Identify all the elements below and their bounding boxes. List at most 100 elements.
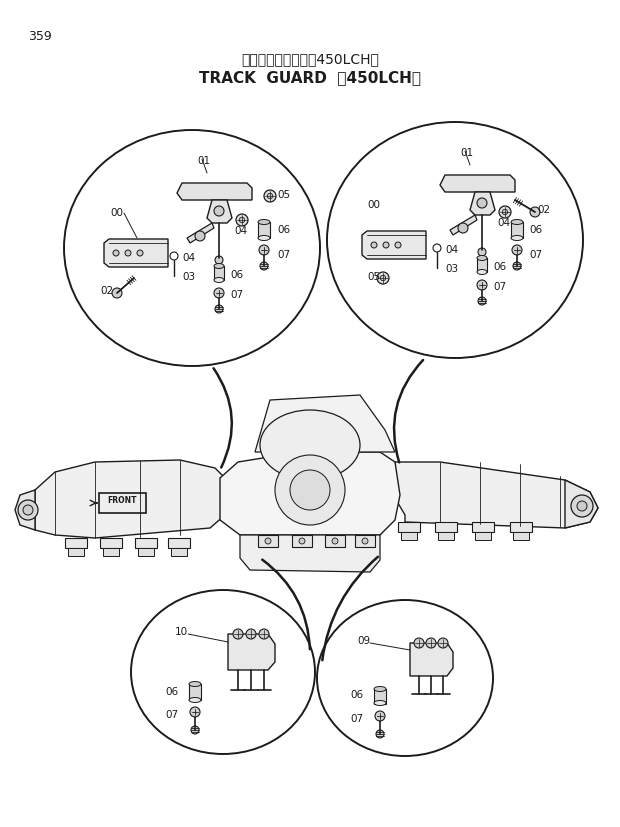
Circle shape <box>265 538 271 544</box>
Bar <box>475 532 491 540</box>
Text: トラックガード　（450LCH）: トラックガード （450LCH） <box>241 52 379 66</box>
Bar <box>374 689 386 704</box>
Circle shape <box>275 455 345 525</box>
Circle shape <box>478 248 486 256</box>
Bar <box>438 532 454 540</box>
Text: 06: 06 <box>165 687 178 697</box>
Circle shape <box>512 245 522 255</box>
Circle shape <box>246 629 256 639</box>
Text: 05: 05 <box>367 272 380 282</box>
Bar <box>68 548 84 556</box>
Circle shape <box>113 250 119 256</box>
Bar <box>138 548 154 556</box>
Text: 00: 00 <box>367 200 380 210</box>
Text: 07: 07 <box>230 290 243 300</box>
Circle shape <box>502 209 508 215</box>
Text: TRACK  GUARD  〈450LCH〉: TRACK GUARD 〈450LCH〉 <box>199 70 421 85</box>
Circle shape <box>383 242 389 248</box>
Ellipse shape <box>214 278 224 283</box>
Circle shape <box>414 638 424 648</box>
Circle shape <box>438 638 448 648</box>
Circle shape <box>362 538 368 544</box>
Ellipse shape <box>511 219 523 224</box>
Circle shape <box>215 256 223 264</box>
Polygon shape <box>35 460 225 538</box>
Text: 09: 09 <box>357 636 370 646</box>
Text: 04: 04 <box>445 245 458 255</box>
Ellipse shape <box>258 219 270 224</box>
Polygon shape <box>207 200 232 223</box>
Circle shape <box>259 245 269 255</box>
Circle shape <box>458 223 468 233</box>
Circle shape <box>233 500 243 510</box>
Polygon shape <box>187 223 214 243</box>
Ellipse shape <box>260 410 360 480</box>
Circle shape <box>190 707 200 717</box>
Circle shape <box>299 538 305 544</box>
Bar <box>401 532 417 540</box>
Polygon shape <box>228 634 275 670</box>
Circle shape <box>478 297 486 305</box>
Circle shape <box>18 500 38 520</box>
Bar <box>355 535 375 547</box>
Text: 01: 01 <box>197 156 210 166</box>
Polygon shape <box>395 462 598 528</box>
Bar <box>292 535 312 547</box>
Text: 07: 07 <box>529 250 542 260</box>
Text: FRONT: FRONT <box>107 496 137 505</box>
Circle shape <box>236 214 248 226</box>
Text: 03: 03 <box>182 272 195 282</box>
Bar <box>325 535 345 547</box>
Circle shape <box>290 470 330 510</box>
Ellipse shape <box>477 256 487 261</box>
Ellipse shape <box>374 686 386 691</box>
Circle shape <box>195 231 205 241</box>
Ellipse shape <box>511 236 523 241</box>
Circle shape <box>215 305 223 313</box>
Polygon shape <box>15 490 35 530</box>
Circle shape <box>259 629 269 639</box>
Text: 01: 01 <box>460 148 473 158</box>
Polygon shape <box>378 462 395 502</box>
Circle shape <box>377 272 389 284</box>
Polygon shape <box>255 395 395 452</box>
Polygon shape <box>225 478 248 518</box>
Text: 00: 00 <box>110 208 123 218</box>
Polygon shape <box>104 239 168 267</box>
Bar <box>171 548 187 556</box>
Circle shape <box>214 288 224 298</box>
Text: 07: 07 <box>277 250 290 260</box>
Ellipse shape <box>189 697 201 702</box>
Text: 04: 04 <box>497 218 510 228</box>
Ellipse shape <box>374 700 386 705</box>
Bar <box>511 222 523 238</box>
Bar <box>103 548 119 556</box>
Text: 02: 02 <box>537 205 550 215</box>
Text: 07: 07 <box>350 714 363 724</box>
Circle shape <box>23 505 33 515</box>
Circle shape <box>233 629 243 639</box>
Circle shape <box>571 495 593 517</box>
Text: 06: 06 <box>350 690 363 700</box>
Circle shape <box>499 206 511 218</box>
Ellipse shape <box>258 236 270 241</box>
Circle shape <box>112 288 122 298</box>
Circle shape <box>426 638 436 648</box>
Circle shape <box>191 726 199 734</box>
Polygon shape <box>470 192 495 215</box>
Text: 07: 07 <box>493 282 506 292</box>
Text: 06: 06 <box>277 225 290 235</box>
Ellipse shape <box>214 264 224 269</box>
Text: 04: 04 <box>182 253 195 263</box>
Polygon shape <box>220 452 400 535</box>
Circle shape <box>513 262 521 270</box>
Bar <box>435 522 457 532</box>
Bar <box>100 538 122 548</box>
Bar <box>472 522 494 532</box>
Circle shape <box>267 194 273 198</box>
Text: 03: 03 <box>445 264 458 274</box>
Text: 04: 04 <box>234 226 247 236</box>
Circle shape <box>477 198 487 208</box>
Polygon shape <box>410 643 453 676</box>
FancyBboxPatch shape <box>99 493 146 513</box>
